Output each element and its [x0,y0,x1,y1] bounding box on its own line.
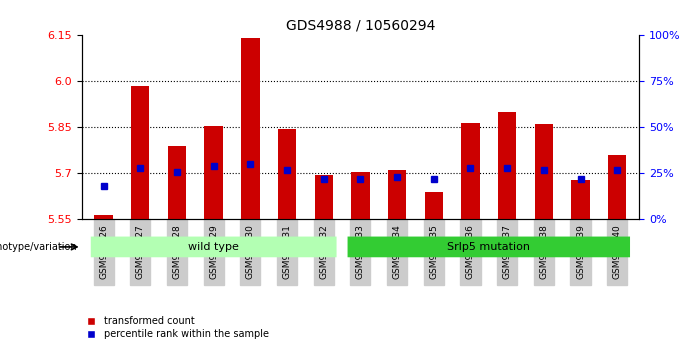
Bar [498,112,516,219]
Bar [461,123,479,219]
Text: genotype/variation: genotype/variation [0,242,78,252]
Text: wild type: wild type [188,242,239,252]
Bar [241,39,260,219]
Bar [534,124,553,219]
Bar [315,175,333,219]
Text: Srlp5 mutation: Srlp5 mutation [447,242,530,252]
Bar [168,146,186,219]
Bar [608,155,626,219]
Bar [131,86,150,219]
Legend: transformed count, percentile rank within the sample: transformed count, percentile rank withi… [86,316,269,339]
Bar [424,192,443,219]
FancyBboxPatch shape [90,236,337,257]
Bar [278,129,296,219]
FancyBboxPatch shape [347,236,630,257]
Bar [205,126,223,219]
Bar [352,172,369,219]
Bar [388,170,406,219]
Bar [571,179,590,219]
Bar [95,215,113,219]
Title: GDS4988 / 10560294: GDS4988 / 10560294 [286,19,435,33]
